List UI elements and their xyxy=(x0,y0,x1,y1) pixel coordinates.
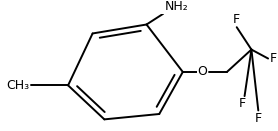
Text: F: F xyxy=(239,97,246,110)
Text: NH₂: NH₂ xyxy=(165,0,189,13)
Text: CH₃: CH₃ xyxy=(6,79,29,92)
Text: F: F xyxy=(270,52,277,65)
Text: F: F xyxy=(255,112,262,125)
Text: F: F xyxy=(233,13,240,26)
Text: O: O xyxy=(197,66,207,78)
